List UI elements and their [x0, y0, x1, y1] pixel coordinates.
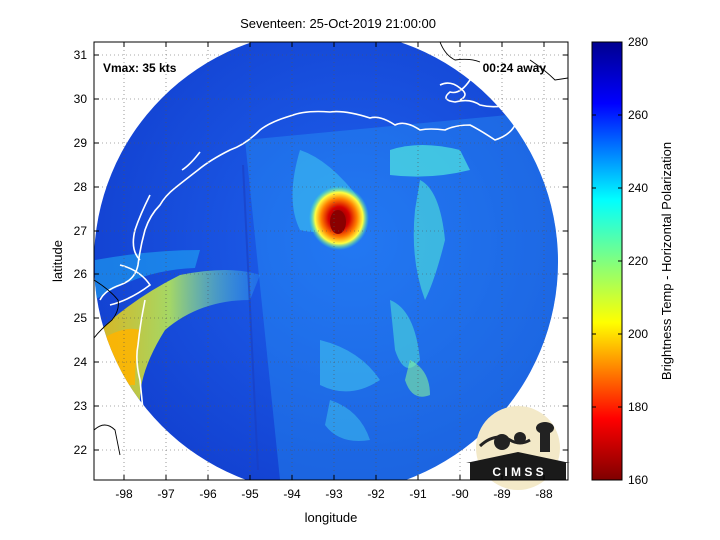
colorbar-tick-label: 220: [628, 254, 648, 268]
x-axis-label: longitude: [305, 510, 358, 525]
x-tick-label: -95: [241, 487, 259, 501]
colorbar-tick-label: 260: [628, 108, 648, 122]
y-tick-label: 29: [74, 136, 88, 150]
axis-ticks: [94, 42, 568, 480]
x-tick-label: -93: [325, 487, 343, 501]
colorbar: 280 260 240 220 200 180 160 Brightness T…: [591, 35, 674, 487]
y-tick-label: 22: [74, 443, 88, 457]
time-away-label: 00:24 away: [483, 61, 547, 75]
x-tick-label: -89: [493, 487, 511, 501]
brightness-temp-swath: [94, 42, 558, 480]
colorbar-gradient: [591, 41, 623, 481]
x-tick-label: -98: [115, 487, 133, 501]
y-tick-label: 30: [74, 92, 88, 106]
colorbar-tick-label: 280: [628, 35, 648, 49]
axes-frame: [93, 41, 569, 481]
x-tick-label: -97: [157, 487, 175, 501]
colorbar-tick-label: 160: [628, 473, 648, 487]
x-tick-label: -88: [535, 487, 553, 501]
x-tick-label: -96: [199, 487, 217, 501]
y-tick-label: 25: [74, 311, 88, 325]
x-tick-labels: -98 -97 -96 -95 -94 -93 -92 -91 -90 -89 …: [115, 487, 553, 501]
x-tick-label: -90: [451, 487, 469, 501]
x-tick-label: -91: [409, 487, 427, 501]
y-tick-label: 24: [74, 355, 88, 369]
map-title: Seventeen: 25-Oct-2019 21:00:00: [240, 16, 436, 31]
y-tick-label: 26: [74, 267, 88, 281]
colorbar-tick-label: 200: [628, 327, 648, 341]
colorbar-tick-label: 180: [628, 400, 648, 414]
land-borders: [94, 42, 568, 456]
x-tick-label: -94: [283, 487, 301, 501]
y-tick-labels: 31 30 29 28 27 26 25 24 23 22: [74, 48, 88, 457]
y-tick-label: 28: [74, 180, 88, 194]
vmax-label: Vmax: 35 kts: [103, 61, 177, 75]
y-tick-label: 27: [74, 224, 88, 238]
x-tick-label: -92: [367, 487, 385, 501]
coastline: [94, 42, 568, 480]
colorbar-label: Brightness Temp - Horizontal Polarizatio…: [659, 142, 674, 380]
y-tick-label: 23: [74, 399, 88, 413]
y-axis-label: latitude: [50, 240, 65, 282]
grid-lines: [94, 42, 568, 480]
y-tick-label: 31: [74, 48, 88, 62]
colorbar-tick-label: 240: [628, 181, 648, 195]
logo-text: C I M S S: [492, 465, 543, 479]
cimss-logo: C I M S S: [466, 406, 570, 490]
